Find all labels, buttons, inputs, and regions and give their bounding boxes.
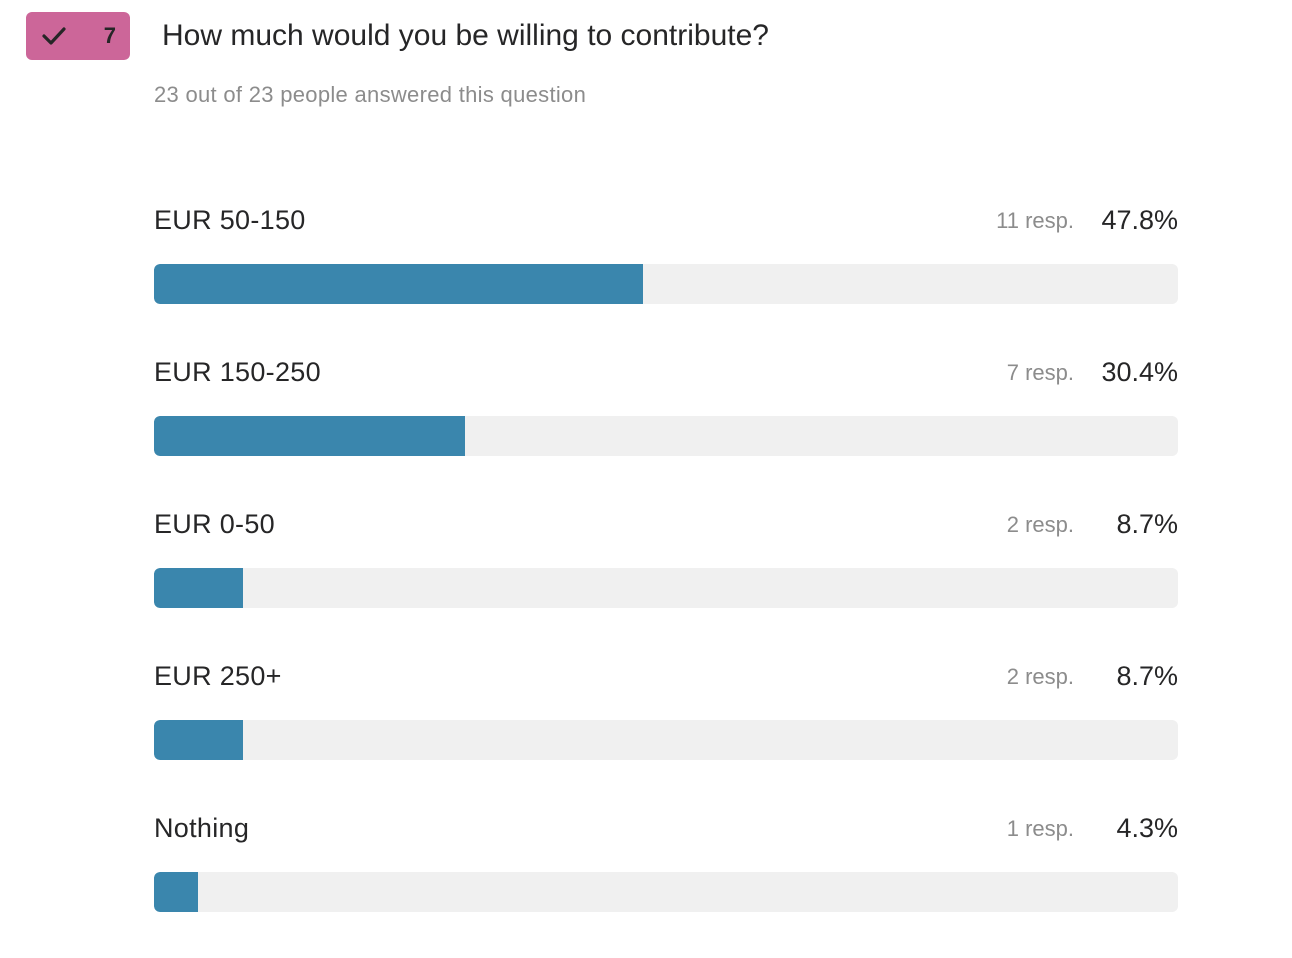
bar-fill <box>154 416 465 456</box>
answer-count: 1 resp. <box>1006 816 1074 841</box>
answer-row: EUR 50-150 11 resp. 47.8% <box>154 198 1178 350</box>
bar-fill <box>154 264 643 304</box>
answer-row: Nothing 1 resp. 4.3% <box>154 806 1178 958</box>
answers-chart: EUR 50-150 11 resp. 47.8% EUR 150-250 7 … <box>154 198 1178 958</box>
answer-count: 11 resp. <box>996 208 1074 233</box>
answer-percent: 30.4% <box>1101 357 1178 387</box>
answer-count: 7 resp. <box>1006 360 1074 385</box>
bar-track <box>154 720 1178 760</box>
bar-fill <box>154 872 198 912</box>
answer-label: EUR 250+ <box>154 661 282 691</box>
bar-track <box>154 416 1178 456</box>
answer-count: 2 resp. <box>1006 664 1074 689</box>
answer-percent: 8.7% <box>1116 661 1178 691</box>
answer-row: EUR 150-250 7 resp. 30.4% <box>154 350 1178 502</box>
answer-row: EUR 0-50 2 resp. 8.7% <box>154 502 1178 654</box>
question-subtitle: 23 out of 23 people answered this questi… <box>154 82 587 107</box>
answer-label: EUR 50-150 <box>154 205 306 235</box>
bar-fill <box>154 568 243 608</box>
question-title: How much would you be willing to contrib… <box>162 19 769 52</box>
bar-track <box>154 264 1178 304</box>
question-number: 7 <box>103 23 116 48</box>
check-icon <box>42 27 66 45</box>
answer-percent: 47.8% <box>1101 205 1178 235</box>
bar-fill <box>154 720 243 760</box>
bar-track <box>154 872 1178 912</box>
answer-percent: 8.7% <box>1116 509 1178 539</box>
answer-label: Nothing <box>154 813 250 843</box>
answer-label: EUR 150-250 <box>154 357 321 387</box>
answer-count: 2 resp. <box>1006 512 1074 537</box>
answer-row: EUR 250+ 2 resp. 8.7% <box>154 654 1178 806</box>
answer-percent: 4.3% <box>1116 813 1178 843</box>
answer-label: EUR 0-50 <box>154 509 275 539</box>
question-badge[interactable]: 7 <box>26 12 130 60</box>
bar-track <box>154 568 1178 608</box>
